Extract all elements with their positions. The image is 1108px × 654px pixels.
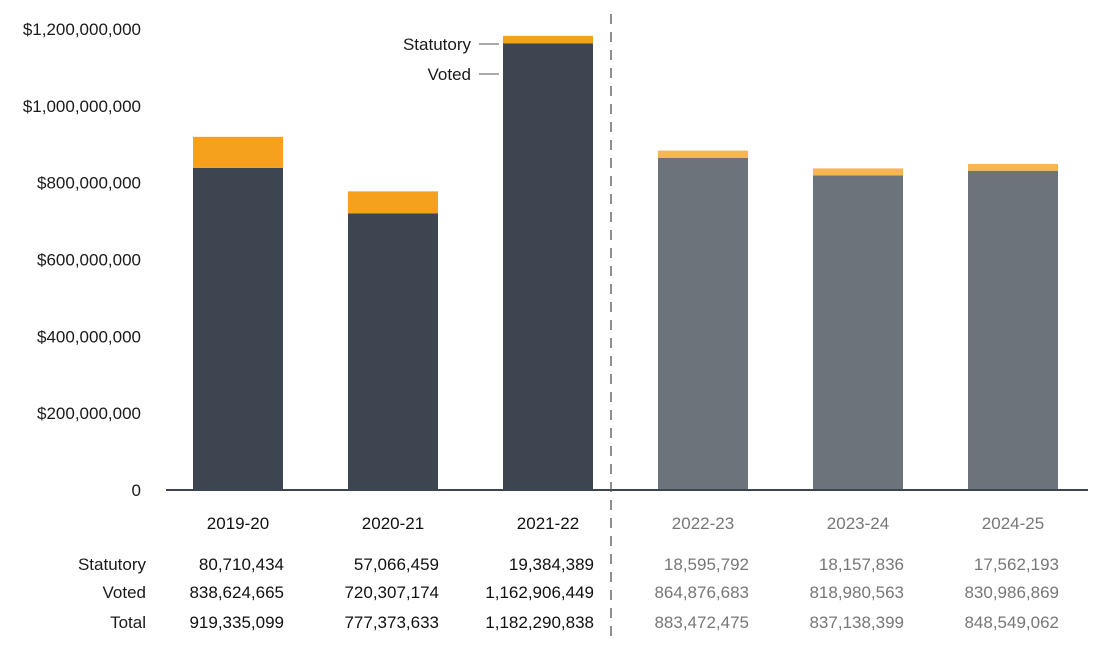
bar-statutory-2020-21 [348,191,438,214]
table-cell: 883,472,475 [654,613,749,632]
y-tick-label: $600,000,000 [37,251,141,270]
y-tick-label: $200,000,000 [37,404,141,423]
table-cell: 1,182,290,838 [485,613,594,632]
table-cell: 1,162,906,449 [485,583,594,602]
table-cell: 777,373,633 [344,613,439,632]
y-tick-label: $800,000,000 [37,174,141,193]
table-cell: 864,876,683 [654,583,749,602]
table-cell: 830,986,869 [964,583,1059,602]
annotation-statutory-label: Statutory [403,35,472,54]
table-cell: 720,307,174 [344,583,439,602]
x-tick-label: 2020-21 [362,514,424,533]
annotation-voted-label: Voted [428,65,472,84]
x-tick-label: 2022-23 [672,514,734,533]
bar-statutory-2021-22 [503,35,593,44]
table-row-label: Voted [103,583,147,602]
bar-statutory-2022-23 [658,150,748,158]
y-tick-label: 0 [132,481,141,500]
bar-voted-2023-24 [813,175,903,490]
table-cell: 17,562,193 [974,555,1059,574]
table-cell: 837,138,399 [809,613,904,632]
bar-statutory-2023-24 [813,168,903,176]
y-tick-label: $1,000,000,000 [23,97,141,116]
table-cell: 18,595,792 [664,555,749,574]
x-tick-label: 2021-22 [517,514,579,533]
table-cell: 848,549,062 [964,613,1059,632]
bar-voted-2022-23 [658,157,748,490]
x-tick-label: 2019-20 [207,514,269,533]
table-cell: 18,157,836 [819,555,904,574]
table-cell: 919,335,099 [189,613,284,632]
bar-voted-2024-25 [968,170,1058,490]
bar-voted-2020-21 [348,213,438,491]
table-cell: 80,710,434 [199,555,284,574]
table-cell: 19,384,389 [509,555,594,574]
table-row-label: Total [110,613,146,632]
bar-statutory-2019-20 [193,136,283,168]
table-cell: 818,980,563 [809,583,904,602]
table-cell: 838,624,665 [189,583,284,602]
bar-voted-2019-20 [193,167,283,490]
bar-statutory-2024-25 [968,164,1058,171]
bar-voted-2021-22 [503,43,593,490]
y-tick-label: $1,200,000,000 [23,20,141,39]
x-tick-label: 2023-24 [827,514,889,533]
table-row-label: Statutory [78,555,147,574]
y-tick-label: $400,000,000 [37,327,141,346]
x-tick-label: 2024-25 [982,514,1044,533]
table-cell: 57,066,459 [354,555,439,574]
